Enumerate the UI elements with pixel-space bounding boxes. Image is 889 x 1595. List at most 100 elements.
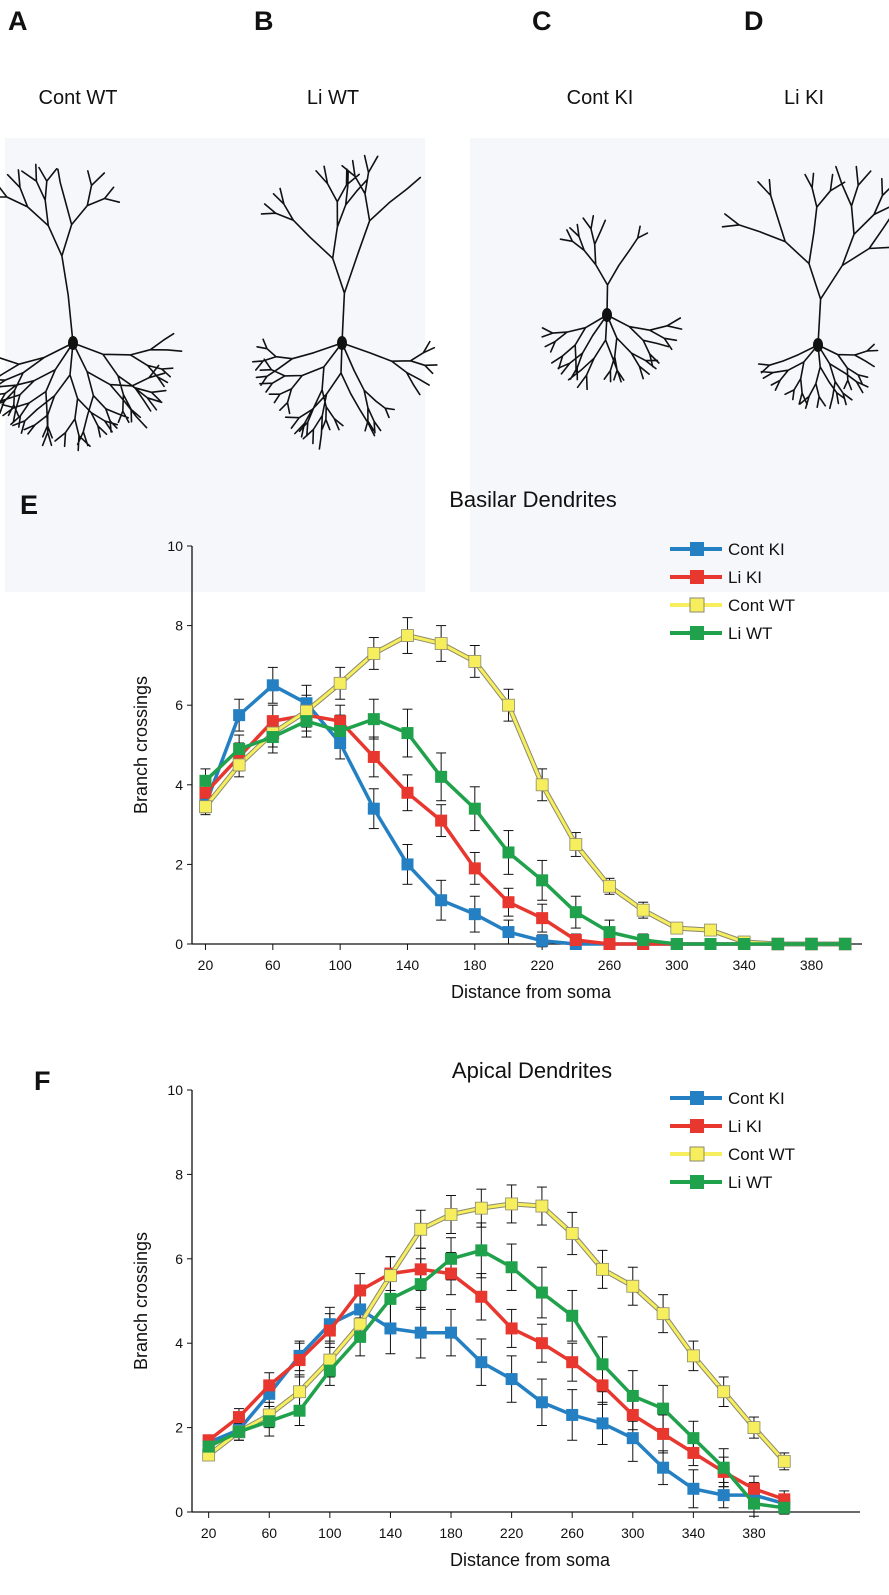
marker xyxy=(354,1331,366,1343)
marker xyxy=(334,677,346,689)
marker xyxy=(718,1386,730,1398)
y-tick-label: 4 xyxy=(175,777,183,793)
marker xyxy=(368,713,380,725)
marker xyxy=(445,1327,457,1339)
marker xyxy=(603,938,615,950)
marker xyxy=(603,880,615,892)
marker xyxy=(536,1337,548,1349)
marker xyxy=(199,801,211,813)
legend-marker xyxy=(690,626,704,640)
series-line xyxy=(209,1269,785,1499)
marker xyxy=(536,912,548,924)
marker xyxy=(748,1422,760,1434)
y-tick-label: 4 xyxy=(175,1335,183,1351)
marker xyxy=(570,839,582,851)
x-tick-label: 340 xyxy=(682,1525,706,1541)
marker xyxy=(839,938,851,950)
marker xyxy=(506,1261,518,1273)
marker xyxy=(199,775,211,787)
marker xyxy=(233,1411,245,1423)
x-tick-label: 260 xyxy=(598,957,622,973)
y-tick-label: 8 xyxy=(175,1166,183,1182)
marker xyxy=(748,1483,760,1495)
soma xyxy=(602,308,612,322)
y-axis-title: Branch crossings xyxy=(131,676,151,814)
marker xyxy=(203,1441,215,1453)
marker xyxy=(334,737,346,749)
marker xyxy=(718,1489,730,1501)
marker xyxy=(469,862,481,874)
y-tick-label: 6 xyxy=(175,697,183,713)
marker xyxy=(603,926,615,938)
marker xyxy=(502,896,514,908)
marker xyxy=(294,1354,306,1366)
marker xyxy=(401,858,413,870)
legend-marker xyxy=(690,1119,704,1133)
marker xyxy=(671,938,683,950)
x-tick-label: 220 xyxy=(500,1525,524,1541)
marker xyxy=(368,647,380,659)
marker xyxy=(233,759,245,771)
marker xyxy=(687,1432,699,1444)
marker xyxy=(324,1325,336,1337)
image-background xyxy=(5,138,425,592)
marker xyxy=(687,1350,699,1362)
marker xyxy=(772,938,784,950)
x-tick-label: 140 xyxy=(379,1525,403,1541)
marker xyxy=(267,715,279,727)
panel-label: C xyxy=(532,6,552,36)
marker xyxy=(778,1455,790,1467)
panel-label: F xyxy=(34,1066,51,1096)
marker xyxy=(469,908,481,920)
marker xyxy=(778,1502,790,1514)
marker xyxy=(502,699,514,711)
marker xyxy=(233,1426,245,1438)
marker xyxy=(354,1284,366,1296)
legend-marker xyxy=(690,598,704,612)
marker xyxy=(671,922,683,934)
y-tick-label: 2 xyxy=(175,1420,183,1436)
marker xyxy=(415,1278,427,1290)
marker xyxy=(384,1293,396,1305)
figure: A B C D E F Cont WT Li WT Cont KI Li KI … xyxy=(0,0,889,1590)
neuron-title: Cont KI xyxy=(567,87,634,109)
soma xyxy=(813,338,823,352)
marker xyxy=(384,1322,396,1334)
marker xyxy=(566,1227,578,1239)
x-tick-label: 100 xyxy=(318,1525,342,1541)
marker xyxy=(435,815,447,827)
y-tick-label: 8 xyxy=(175,618,183,634)
marker xyxy=(233,709,245,721)
marker xyxy=(267,731,279,743)
x-tick-label: 60 xyxy=(261,1525,277,1541)
marker xyxy=(566,1409,578,1421)
neuron-title: Cont WT xyxy=(39,87,118,109)
marker xyxy=(627,1432,639,1444)
marker xyxy=(475,1202,487,1214)
marker xyxy=(354,1318,366,1330)
marker xyxy=(704,938,716,950)
legend-marker xyxy=(690,1091,704,1105)
marker xyxy=(502,926,514,938)
marker xyxy=(627,1409,639,1421)
x-tick-label: 20 xyxy=(198,957,214,973)
marker xyxy=(415,1223,427,1235)
x-tick-label: 20 xyxy=(201,1525,217,1541)
marker xyxy=(570,906,582,918)
marker xyxy=(596,1379,608,1391)
panel-label: B xyxy=(254,6,274,36)
y-tick-label: 0 xyxy=(175,1504,183,1520)
y-axis-title: Branch crossings xyxy=(131,1232,151,1370)
legend-label: Li KI xyxy=(728,568,762,587)
marker xyxy=(368,803,380,815)
soma xyxy=(337,336,347,350)
marker xyxy=(401,630,413,642)
y-tick-label: 10 xyxy=(167,538,183,554)
marker xyxy=(267,679,279,691)
marker xyxy=(502,846,514,858)
marker xyxy=(469,655,481,667)
legend-label: Cont WT xyxy=(728,596,795,615)
legend-label: Li KI xyxy=(728,1117,762,1136)
marker xyxy=(475,1291,487,1303)
x-tick-label: 380 xyxy=(742,1525,766,1541)
